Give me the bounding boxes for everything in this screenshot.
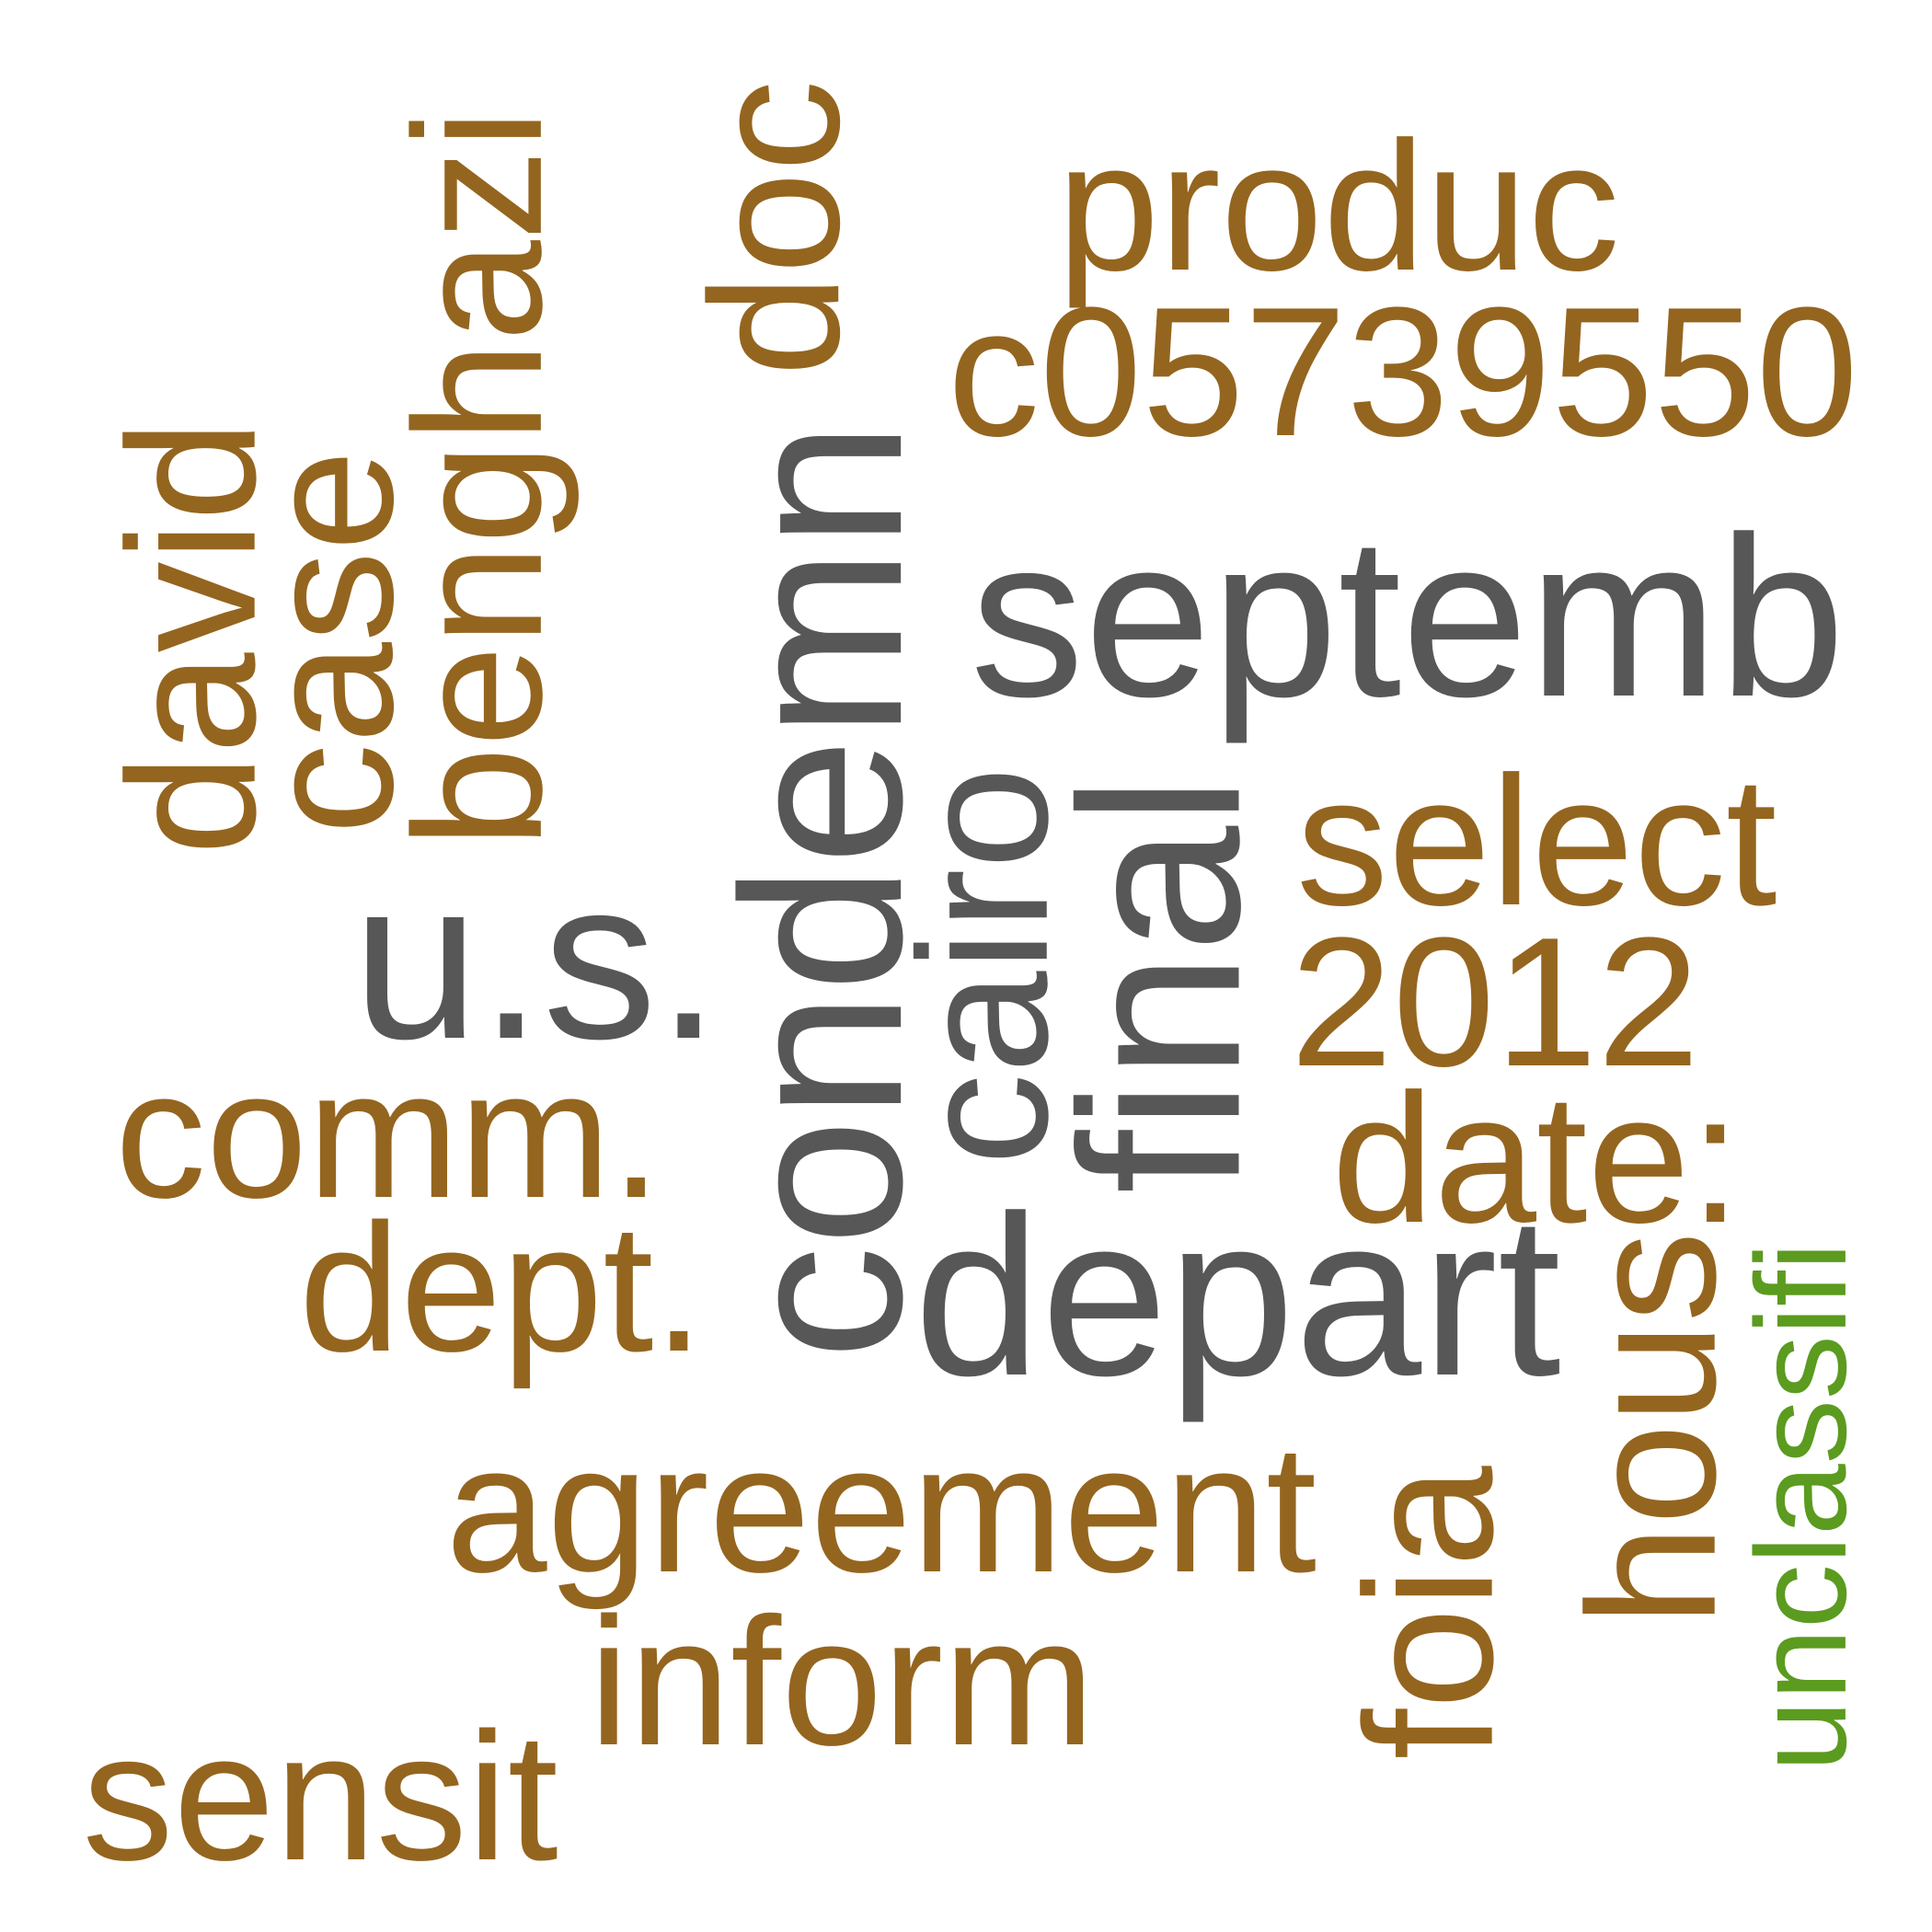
word-unclassifi: unclassifi — [1728, 1242, 1873, 1772]
word-date: date: — [1331, 1056, 1742, 1261]
word-comm: comm. — [115, 1032, 661, 1236]
word-us: u.s. — [352, 831, 720, 1087]
word-2012: 2012 — [1290, 900, 1700, 1105]
word-doc: doc — [673, 79, 879, 377]
word-agreement: agreement — [445, 1407, 1317, 1610]
word-septemb: septemb — [970, 489, 1846, 744]
word-sensit: sensit — [82, 1695, 558, 1898]
word-hous: hous — [1549, 1231, 1754, 1627]
word-c05739550: c05739550 — [948, 270, 1858, 475]
word-select: select — [1296, 739, 1777, 944]
word-final: final — [1030, 775, 1287, 1194]
word-produc: produc — [1057, 104, 1620, 309]
word-inform: inform — [589, 1580, 1096, 1783]
word-foia: foia — [1327, 1466, 1531, 1760]
word-dept: dept. — [299, 1186, 705, 1389]
word-depart: depart — [914, 1167, 1561, 1423]
word-david: david — [89, 420, 293, 856]
